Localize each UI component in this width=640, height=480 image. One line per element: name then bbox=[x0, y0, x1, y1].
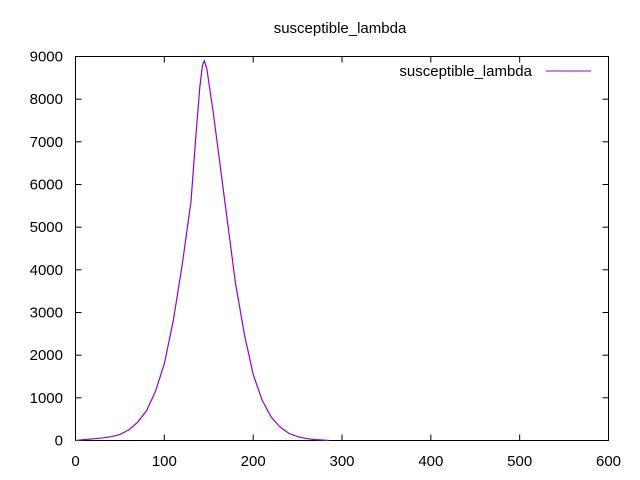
legend: susceptible_lambda bbox=[399, 63, 591, 80]
y-tick-label: 0 bbox=[55, 433, 63, 450]
y-tick-label: 7000 bbox=[30, 134, 63, 151]
y-tick-label: 4000 bbox=[30, 262, 63, 279]
x-tick-label: 600 bbox=[596, 453, 621, 470]
y-tick-label: 2000 bbox=[30, 347, 63, 364]
x-tick-label: 200 bbox=[241, 453, 266, 470]
y-tick-label: 5000 bbox=[30, 219, 63, 236]
chart-title: susceptible_lambda bbox=[274, 20, 407, 37]
x-tick-label: 500 bbox=[507, 453, 532, 470]
series-layer bbox=[75, 59, 329, 442]
y-tick-label: 9000 bbox=[30, 49, 63, 66]
plot-frame bbox=[75, 56, 609, 441]
legend-label: susceptible_lambda bbox=[399, 63, 532, 80]
x-tick-label: 400 bbox=[418, 453, 443, 470]
series-line-susceptible_lambda bbox=[75, 59, 329, 442]
y-axis: 0 1000 2000 3000 4000 5000 6000 7000 8000 9000 bbox=[30, 49, 609, 450]
x-tick-label: 100 bbox=[152, 453, 177, 470]
y-tick-label: 3000 bbox=[30, 305, 63, 322]
x-axis: 0 100 200 300 400 500 600 bbox=[71, 56, 621, 470]
y-tick-label: 1000 bbox=[30, 390, 63, 407]
x-tick-label: 0 bbox=[71, 453, 79, 470]
x-tick-label: 300 bbox=[329, 453, 354, 470]
y-tick-label: 6000 bbox=[30, 177, 63, 194]
y-tick-label: 8000 bbox=[30, 91, 63, 108]
